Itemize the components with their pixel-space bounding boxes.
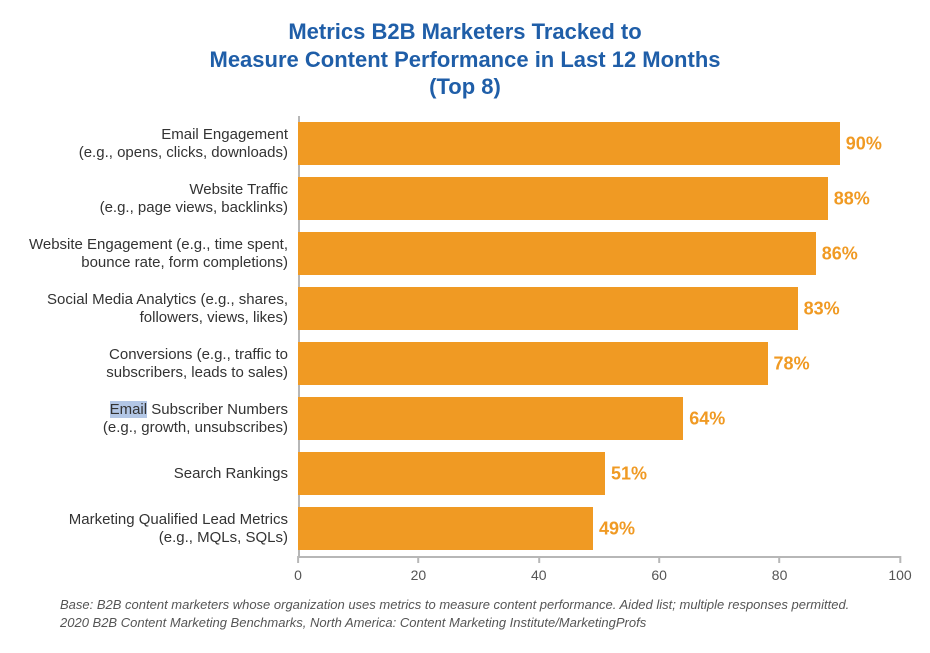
chart-title-line: Metrics B2B Marketers Tracked to bbox=[0, 18, 930, 46]
chart-row: Marketing Qualified Lead Metrics(e.g., M… bbox=[0, 501, 930, 556]
chart-plot-area: Email Engagement(e.g., opens, clicks, do… bbox=[0, 116, 930, 556]
bar-value-label: 49% bbox=[599, 518, 635, 539]
bar-track: 49% bbox=[298, 501, 900, 556]
bar bbox=[298, 397, 683, 440]
bar-track: 90% bbox=[298, 116, 900, 171]
x-tick-label: 80 bbox=[772, 567, 788, 583]
bar-value-label: 83% bbox=[804, 298, 840, 319]
category-label: Search Rankings bbox=[0, 465, 298, 482]
x-tick: 80 bbox=[772, 556, 788, 583]
category-label: Website Engagement (e.g., time spent,bou… bbox=[0, 236, 298, 271]
chart-row: Email Engagement(e.g., opens, clicks, do… bbox=[0, 116, 930, 171]
category-label: Email Engagement(e.g., opens, clicks, do… bbox=[0, 126, 298, 161]
bar bbox=[298, 122, 840, 165]
x-tick-mark bbox=[779, 556, 781, 563]
bar-track: 64% bbox=[298, 391, 900, 446]
bar bbox=[298, 177, 828, 220]
chart-footnotes: Base: B2B content marketers whose organi… bbox=[60, 596, 900, 631]
chart-row: Conversions (e.g., traffic tosubscribers… bbox=[0, 336, 930, 391]
x-tick-label: 20 bbox=[411, 567, 427, 583]
x-tick-mark bbox=[538, 556, 540, 563]
chart-row: Search Rankings 51% bbox=[0, 446, 930, 501]
bar bbox=[298, 507, 593, 550]
footnote-line: 2020 B2B Content Marketing Benchmarks, N… bbox=[60, 614, 900, 632]
category-label: Email Subscriber Numbers(e.g., growth, u… bbox=[0, 401, 298, 436]
x-tick: 40 bbox=[531, 556, 547, 583]
chart-row: Email Subscriber Numbers(e.g., growth, u… bbox=[0, 391, 930, 446]
bar-value-label: 64% bbox=[689, 408, 725, 429]
category-label: Website Traffic(e.g., page views, backli… bbox=[0, 181, 298, 216]
bar-track: 78% bbox=[298, 336, 900, 391]
chart-title-line: Measure Content Performance in Last 12 M… bbox=[0, 46, 930, 74]
bar-track: 88% bbox=[298, 171, 900, 226]
chart-row: Website Traffic(e.g., page views, backli… bbox=[0, 171, 930, 226]
bar-value-label: 86% bbox=[822, 243, 858, 264]
bar-track: 86% bbox=[298, 226, 900, 281]
footnote-line: Base: B2B content marketers whose organi… bbox=[60, 596, 900, 614]
category-label: Social Media Analytics (e.g., shares,fol… bbox=[0, 291, 298, 326]
x-tick-mark bbox=[417, 556, 419, 563]
category-label: Conversions (e.g., traffic tosubscribers… bbox=[0, 346, 298, 381]
x-tick: 20 bbox=[411, 556, 427, 583]
x-tick: 0 bbox=[294, 556, 302, 583]
x-tick-label: 0 bbox=[294, 567, 302, 583]
bar-value-label: 88% bbox=[834, 188, 870, 209]
bar-track: 83% bbox=[298, 281, 900, 336]
chart-title: Metrics B2B Marketers Tracked to Measure… bbox=[0, 0, 930, 101]
bar-track: 51% bbox=[298, 446, 900, 501]
x-axis-ticks: 0 20 40 60 80 100 bbox=[0, 556, 930, 586]
chart-row: Social Media Analytics (e.g., shares,fol… bbox=[0, 281, 930, 336]
category-label: Marketing Qualified Lead Metrics(e.g., M… bbox=[0, 511, 298, 546]
x-tick-mark bbox=[658, 556, 660, 563]
x-tick-mark bbox=[899, 556, 901, 563]
chart-page: { "chart": { "type": "bar-horizontal", "… bbox=[0, 0, 930, 653]
bar bbox=[298, 287, 798, 330]
chart-row: Website Engagement (e.g., time spent,bou… bbox=[0, 226, 930, 281]
bar bbox=[298, 342, 768, 385]
bar-value-label: 51% bbox=[611, 463, 647, 484]
x-tick: 100 bbox=[888, 556, 911, 583]
x-tick: 60 bbox=[651, 556, 667, 583]
bar bbox=[298, 232, 816, 275]
chart-title-line: (Top 8) bbox=[0, 73, 930, 101]
x-tick-label: 40 bbox=[531, 567, 547, 583]
x-tick-mark bbox=[297, 556, 299, 563]
bar-value-label: 90% bbox=[846, 133, 882, 154]
bar-value-label: 78% bbox=[774, 353, 810, 374]
x-tick-label: 100 bbox=[888, 567, 911, 583]
x-tick-label: 60 bbox=[651, 567, 667, 583]
bar bbox=[298, 452, 605, 495]
highlighted-text: Email bbox=[110, 401, 148, 418]
